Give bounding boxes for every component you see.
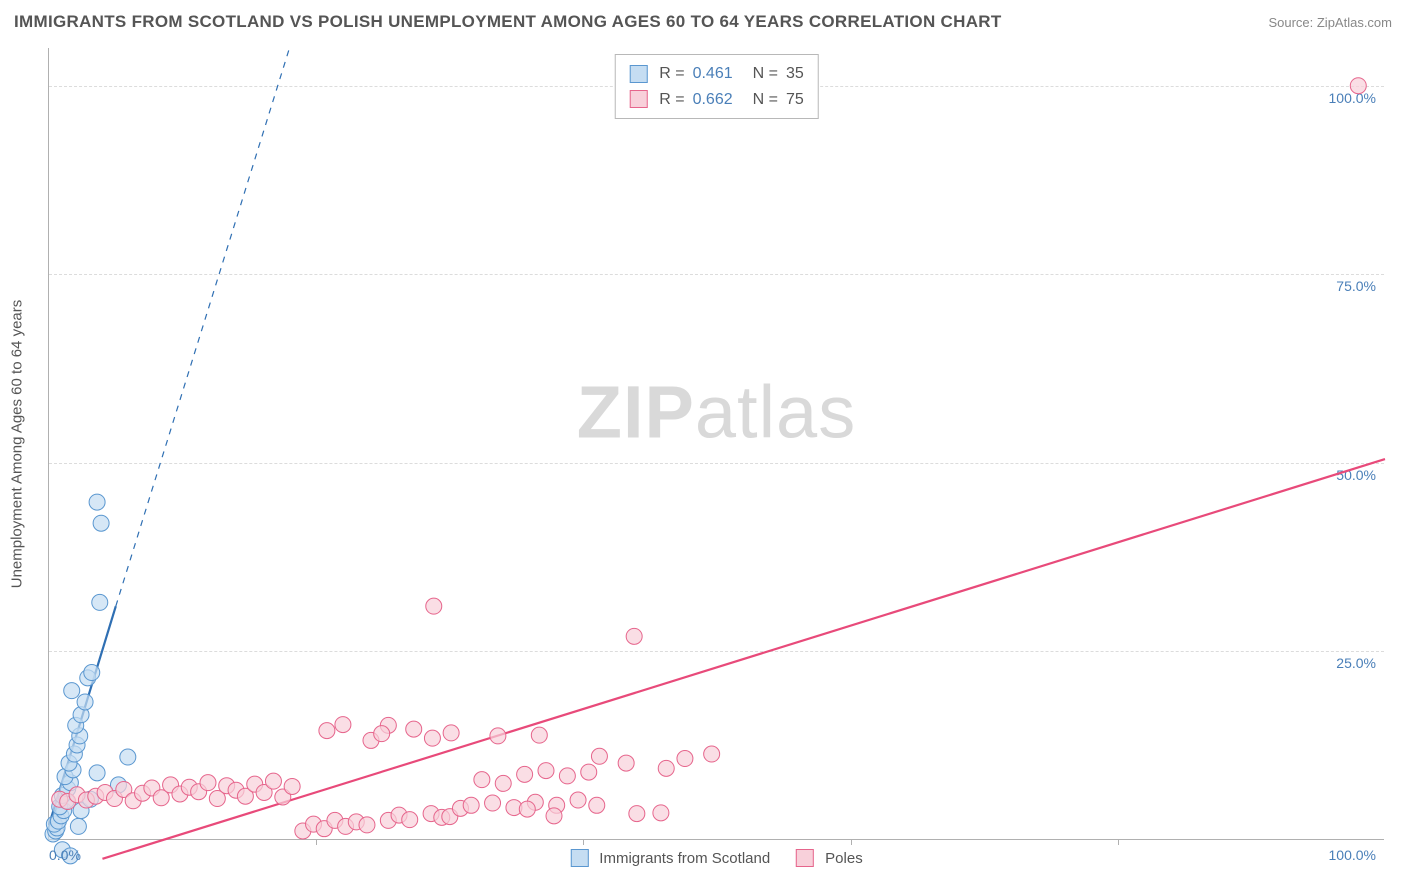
data-point-poles: [426, 598, 442, 614]
legend-label-poles: Poles: [825, 850, 863, 867]
data-point-poles: [402, 812, 418, 828]
data-point-poles: [374, 726, 390, 742]
x-tick-mark: [1118, 839, 1119, 845]
data-point-scotland: [120, 749, 136, 765]
data-point-scotland: [64, 683, 80, 699]
source-label: Source:: [1268, 15, 1316, 30]
x-tick-mark: [851, 839, 852, 845]
swatch-poles-icon: [796, 849, 814, 867]
legend-n-prefix: N =: [753, 61, 778, 87]
data-point-poles: [519, 801, 535, 817]
source-attribution: Source: ZipAtlas.com: [1268, 15, 1392, 30]
trend-line-scotland-dashed: [116, 48, 290, 606]
data-point-scotland: [93, 515, 109, 531]
legend-stats-row-scotland: R = 0.461 N = 35: [629, 61, 804, 87]
legend-r-prefix2: R =: [659, 87, 684, 113]
source-value: ZipAtlas.com: [1317, 15, 1392, 30]
data-point-poles: [658, 760, 674, 776]
data-point-poles: [200, 775, 216, 791]
data-point-poles: [406, 721, 422, 737]
x-tick-min: 0.0%: [49, 847, 81, 863]
data-point-scotland: [89, 765, 105, 781]
data-point-poles: [704, 746, 720, 762]
data-point-poles: [618, 755, 634, 771]
data-point-poles: [677, 751, 693, 767]
legend-label-scotland: Immigrants from Scotland: [599, 850, 770, 867]
data-point-poles: [335, 717, 351, 733]
data-point-poles: [629, 806, 645, 822]
data-point-scotland: [89, 494, 105, 510]
data-point-poles: [517, 766, 533, 782]
legend-n-poles: 75: [786, 87, 804, 113]
data-point-poles: [589, 797, 605, 813]
swatch-scotland-icon: [629, 65, 647, 83]
legend-item-poles: Poles: [796, 849, 863, 867]
data-point-poles: [653, 805, 669, 821]
legend-stats-row-poles: R = 0.662 N = 75: [629, 87, 804, 113]
data-point-poles: [424, 730, 440, 746]
legend-r-poles: 0.662: [693, 87, 733, 113]
data-point-poles: [319, 723, 335, 739]
data-point-poles: [591, 748, 607, 764]
x-tick-max: 100.0%: [1329, 847, 1376, 863]
data-point-scotland: [84, 665, 100, 681]
legend-r-scotland: 0.461: [693, 61, 733, 87]
plot-area: Unemployment Among Ages 60 to 64 years Z…: [48, 48, 1384, 840]
data-point-scotland: [77, 694, 93, 710]
data-point-poles: [626, 628, 642, 644]
x-tick-mark: [583, 839, 584, 845]
data-point-poles: [559, 768, 575, 784]
data-point-scotland: [70, 818, 86, 834]
data-point-poles: [546, 808, 562, 824]
data-point-poles: [531, 727, 547, 743]
y-axis-label: Unemployment Among Ages 60 to 64 years: [9, 299, 26, 588]
data-point-poles: [284, 778, 300, 794]
data-point-poles: [538, 763, 554, 779]
data-point-poles: [1350, 78, 1366, 94]
x-tick-mark: [316, 839, 317, 845]
trend-line-poles: [102, 459, 1385, 859]
chart-svg: [49, 48, 1384, 839]
data-point-poles: [570, 792, 586, 808]
data-point-scotland: [92, 594, 108, 610]
data-point-poles: [490, 728, 506, 744]
data-point-poles: [581, 764, 597, 780]
data-point-poles: [485, 795, 501, 811]
chart-title: IMMIGRANTS FROM SCOTLAND VS POLISH UNEMP…: [14, 12, 1002, 32]
data-point-poles: [359, 817, 375, 833]
legend-n-prefix2: N =: [753, 87, 778, 113]
swatch-scotland-icon: [570, 849, 588, 867]
data-point-poles: [443, 725, 459, 741]
data-point-poles: [474, 772, 490, 788]
legend-r-prefix: R =: [659, 61, 684, 87]
legend-series: Immigrants from Scotland Poles: [570, 849, 862, 867]
data-point-poles: [495, 775, 511, 791]
legend-stats: R = 0.461 N = 35 R = 0.662 N = 75: [614, 54, 819, 119]
data-point-poles: [463, 797, 479, 813]
legend-item-scotland: Immigrants from Scotland: [570, 849, 770, 867]
swatch-poles-icon: [629, 90, 647, 108]
data-point-poles: [265, 773, 281, 789]
legend-n-scotland: 35: [786, 61, 804, 87]
chart-header: IMMIGRANTS FROM SCOTLAND VS POLISH UNEMP…: [14, 12, 1392, 32]
